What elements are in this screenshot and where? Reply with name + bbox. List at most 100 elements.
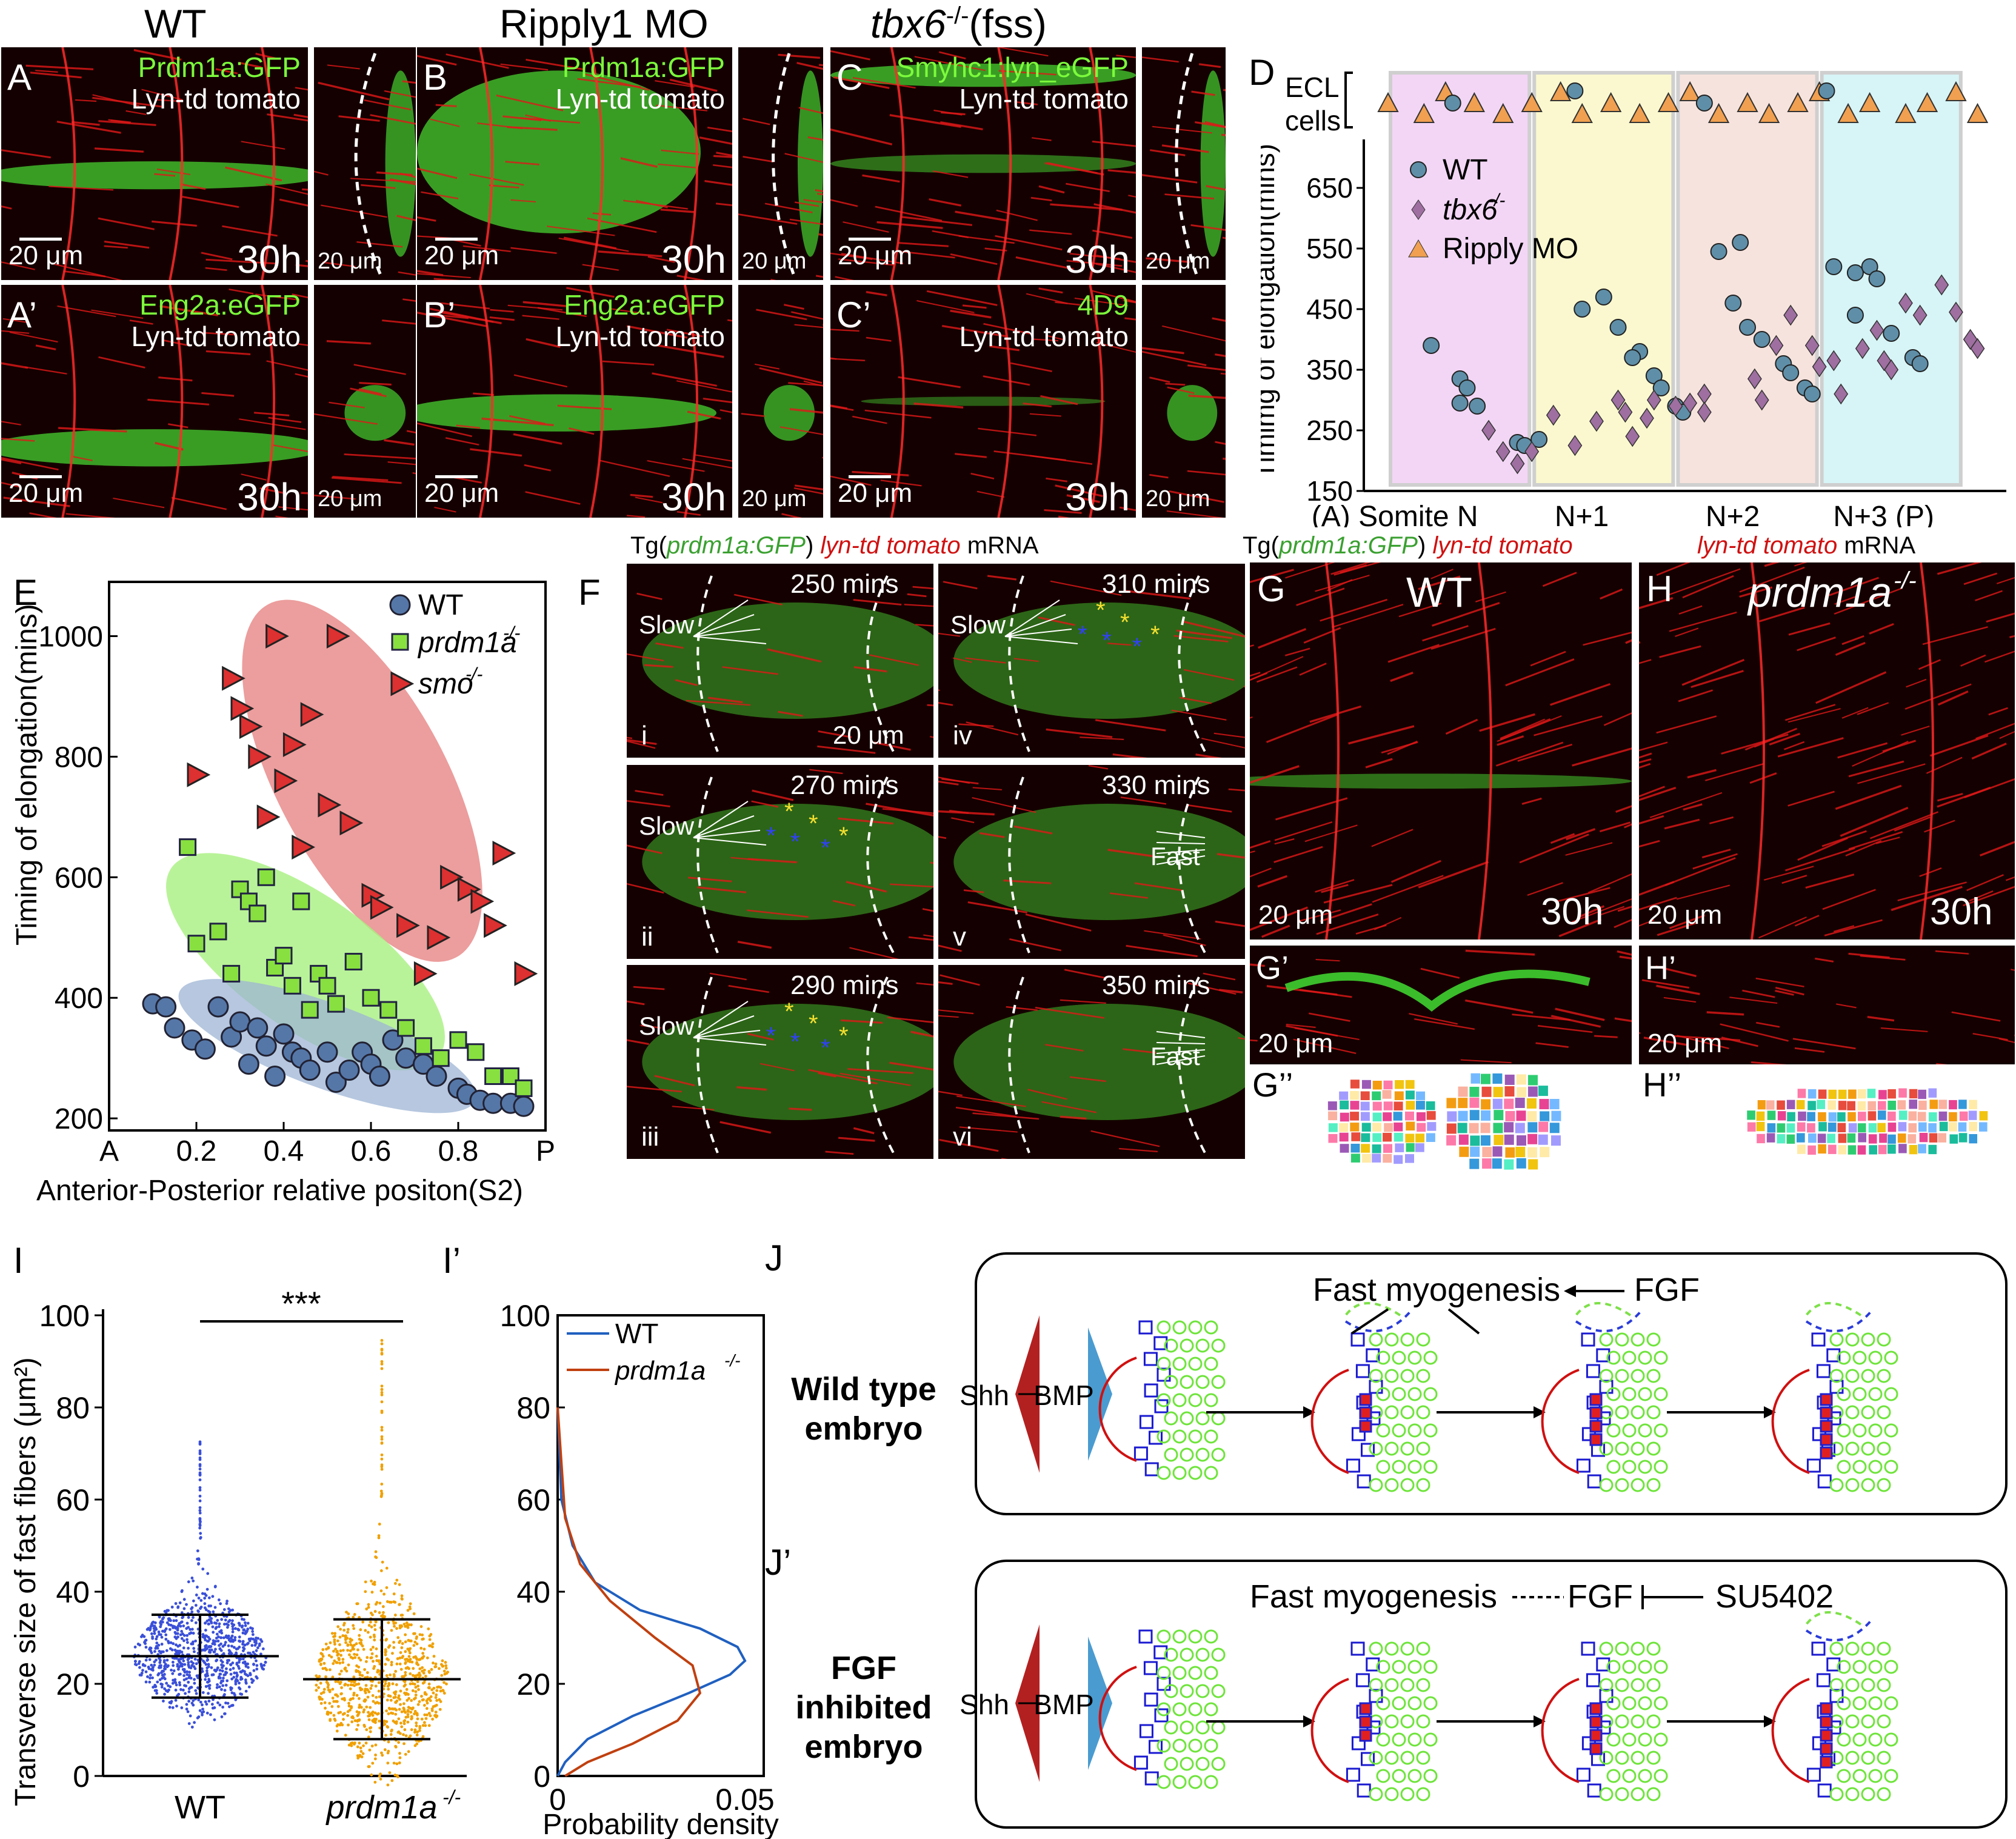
fast-precursor	[1400, 1441, 1415, 1456]
data-point	[416, 1684, 420, 1688]
fast-precursor	[1845, 1369, 1860, 1383]
cell-fragment	[1827, 1144, 1837, 1155]
membrane-line	[1794, 915, 1820, 927]
membrane-line	[1599, 906, 1625, 916]
data-point	[346, 1683, 350, 1687]
gfp-signal	[830, 154, 1136, 173]
data-point	[175, 1704, 178, 1708]
blue-star: *	[1078, 621, 1087, 648]
data-point	[139, 1674, 143, 1677]
fast-precursor	[1188, 1429, 1203, 1444]
data-point	[205, 1587, 209, 1591]
fast-precursor	[1407, 1387, 1422, 1401]
data-point	[410, 1707, 414, 1711]
data-point	[193, 1678, 196, 1681]
data-point	[325, 1668, 329, 1672]
fast-precursor	[1654, 1732, 1668, 1747]
x-axis-label: Probability density	[542, 1809, 779, 1839]
smo-marker	[318, 792, 342, 818]
fast-precursor	[1416, 1641, 1430, 1656]
panel-letter: C	[836, 57, 863, 98]
data-point	[404, 1752, 407, 1756]
data-point	[159, 1620, 162, 1623]
notochord	[1541, 1678, 1580, 1783]
data-point	[225, 1667, 228, 1670]
data-point	[244, 1689, 248, 1693]
membrane-line	[1557, 887, 1610, 903]
membrane-line	[152, 220, 197, 227]
cell-fragment	[1867, 1123, 1878, 1133]
y-tick-label: 400	[55, 983, 103, 1015]
slow-precursor	[1133, 1755, 1148, 1770]
cell-fragment	[1361, 1122, 1372, 1132]
membrane-line	[359, 382, 392, 386]
membrane-line	[846, 881, 887, 893]
data-point	[345, 1637, 349, 1640]
membrane-line	[951, 817, 975, 824]
data-point	[417, 1688, 420, 1691]
membrane-line	[962, 304, 987, 309]
scalebar-label: 20 μm	[1146, 486, 1210, 512]
membrane-line	[1664, 857, 1736, 886]
fast-precursor	[1407, 1769, 1422, 1783]
gfp-signal	[642, 602, 933, 719]
wt-marker	[1595, 289, 1612, 305]
y-tick-label: 600	[55, 862, 103, 894]
scale-bar	[19, 475, 62, 478]
genotype-label: prdm1a	[1748, 569, 1892, 616]
data-point	[158, 1649, 161, 1653]
data-point	[432, 1661, 435, 1665]
ripply-marker	[1858, 92, 1881, 112]
membrane-line	[1206, 185, 1226, 191]
fast-precursor	[1400, 1332, 1415, 1347]
data-point	[319, 1663, 322, 1666]
cell-fragment	[1503, 1158, 1515, 1170]
data-point	[192, 1699, 195, 1702]
membrane-line	[738, 213, 798, 225]
membrane-line	[1784, 704, 1836, 721]
timelapse-frame	[627, 564, 933, 758]
membrane-line	[446, 53, 509, 69]
x-tick-label: 0.4	[264, 1135, 304, 1167]
ripply-marker	[1758, 102, 1780, 123]
data-point	[394, 1745, 398, 1749]
data-point	[336, 1639, 339, 1643]
membrane-line	[833, 76, 890, 89]
membrane-line	[1639, 919, 1655, 927]
membrane-line	[972, 796, 1036, 813]
fast-precursor	[1416, 1405, 1430, 1420]
data-point	[386, 1684, 390, 1688]
gfp-ridge	[1284, 969, 1590, 1012]
wt-marker	[1444, 95, 1461, 112]
fast-precursor	[1599, 1678, 1614, 1692]
membrane-line	[481, 417, 554, 427]
data-point	[223, 1643, 227, 1647]
data-point	[334, 1693, 337, 1697]
data-point	[187, 1663, 190, 1666]
row-label: Wild type	[791, 1371, 936, 1407]
wt-marker	[1883, 325, 1900, 342]
fast-precursor	[1384, 1787, 1399, 1801]
membrane-line	[1869, 811, 1939, 839]
data-point	[422, 1721, 426, 1724]
data-point	[363, 1689, 367, 1693]
tbx6-marker	[1934, 274, 1949, 296]
membrane-line	[1371, 829, 1414, 847]
membrane-line	[940, 121, 983, 130]
data-point	[357, 1656, 361, 1660]
data-point	[187, 1616, 190, 1619]
membrane-line	[1274, 821, 1333, 841]
cell-fragment	[1338, 1090, 1349, 1101]
membrane-line	[522, 301, 569, 308]
somite-boundary	[1478, 562, 1492, 940]
cell-fragment	[1928, 1112, 1938, 1123]
data-point	[370, 1590, 374, 1594]
data-point	[177, 1658, 181, 1661]
panel-c2-side-image	[1142, 285, 1226, 518]
data-point	[233, 1671, 236, 1675]
diagram-box	[975, 1560, 2008, 1829]
cell-fragment	[1446, 1097, 1457, 1109]
membrane-line	[25, 64, 94, 70]
membrane-line	[707, 127, 732, 133]
membrane-line	[754, 363, 779, 370]
